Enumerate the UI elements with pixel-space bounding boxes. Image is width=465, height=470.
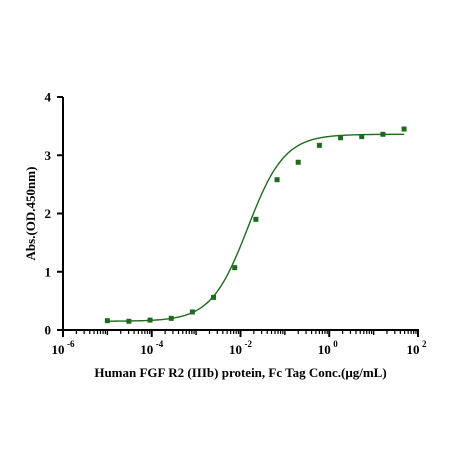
data-point <box>274 177 280 183</box>
x-axis-title: Human FGF R2 (IIIb) protein, Fc Tag Conc… <box>94 365 386 380</box>
data-point <box>295 159 301 165</box>
y-axis-title: Abs.(OD.450nm) <box>23 167 38 261</box>
x-tick-exponent: -6 <box>67 339 75 349</box>
x-tick-label: 10 <box>318 342 331 357</box>
data-point <box>338 135 344 141</box>
data-point <box>211 294 217 300</box>
data-point <box>401 126 407 132</box>
y-tick-label: 3 <box>45 148 52 163</box>
axes <box>62 97 419 331</box>
data-point <box>126 318 132 324</box>
y-tick-label: 1 <box>45 264 52 279</box>
fit-curve <box>107 133 405 322</box>
data-point <box>168 315 174 321</box>
y-tick-label: 2 <box>45 206 52 221</box>
data-point <box>380 131 386 137</box>
x-ticks: 10 -6 10 -4 10 -2 10 0 10 2 <box>52 330 427 357</box>
x-tick-label: 10 <box>407 342 420 357</box>
x-tick-label: 10 <box>52 342 65 357</box>
x-tick-exponent: -4 <box>156 339 164 349</box>
data-point <box>253 216 259 222</box>
data-point <box>359 134 365 140</box>
data-point <box>189 309 195 315</box>
data-point <box>232 265 238 271</box>
data-point <box>316 142 322 148</box>
x-tick-exponent: -2 <box>245 339 253 349</box>
y-tick-label: 0 <box>45 323 52 338</box>
data-points <box>104 126 407 324</box>
x-tick-exponent: 2 <box>422 339 427 349</box>
data-point <box>147 317 153 323</box>
y-ticks: 0 1 2 3 4 <box>45 90 63 338</box>
y-tick-label: 4 <box>45 90 52 105</box>
x-tick-exponent: 0 <box>333 339 338 349</box>
data-point <box>104 318 110 324</box>
x-tick-label: 10 <box>229 342 242 357</box>
x-tick-label: 10 <box>140 342 153 357</box>
